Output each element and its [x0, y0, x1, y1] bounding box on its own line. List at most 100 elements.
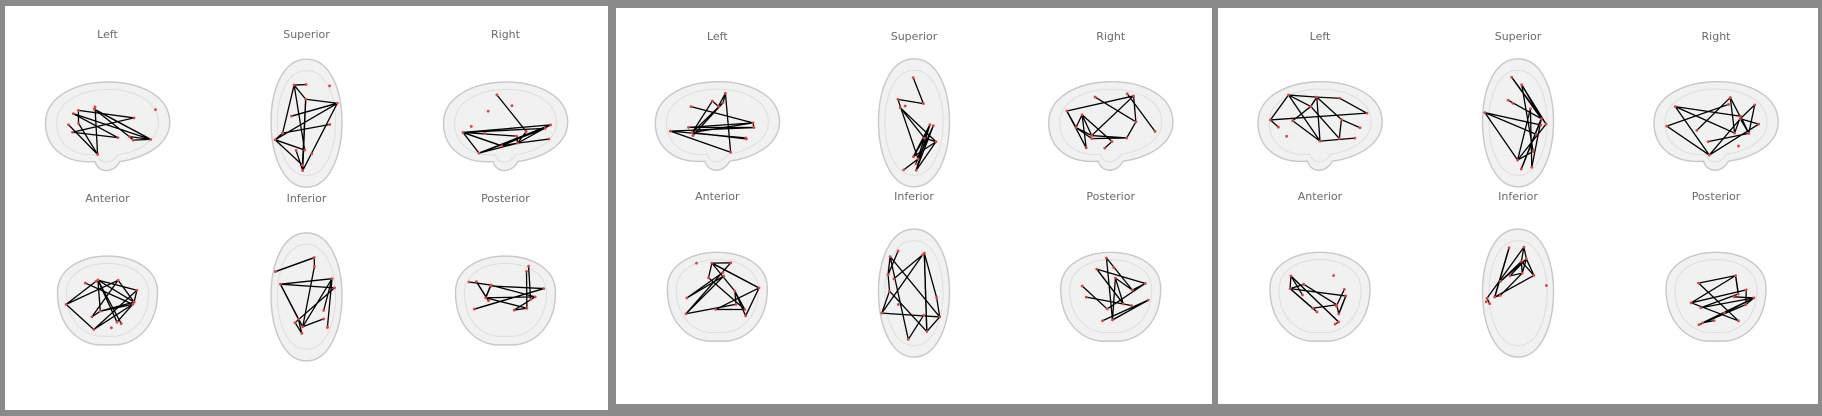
connectivity-edge — [715, 287, 760, 311]
connectivity-edge — [1740, 118, 1759, 125]
region-node — [516, 141, 519, 145]
connectivity-edge — [899, 107, 926, 139]
connectivity-edge — [724, 93, 732, 153]
region-node — [729, 150, 733, 154]
region-node — [1737, 144, 1740, 148]
connectivity-edge — [73, 113, 119, 139]
brain-inner-contour — [276, 70, 337, 177]
region-node — [1340, 118, 1343, 121]
region-node — [695, 261, 698, 265]
region-node — [301, 163, 304, 167]
region-node — [687, 125, 690, 129]
connectivity-edge — [889, 256, 909, 340]
region-node — [1358, 126, 1362, 130]
connectivity-edge — [1132, 95, 1137, 122]
region-node — [724, 91, 727, 95]
region-node — [1302, 282, 1306, 286]
connectivity-edge — [1292, 120, 1321, 142]
connectivity-edge — [1316, 96, 1340, 99]
connectivity-edge — [97, 279, 138, 291]
region-node — [757, 286, 761, 290]
region-node — [1344, 294, 1348, 298]
region-node — [1353, 136, 1357, 140]
region-node — [710, 261, 714, 265]
region-node — [1695, 128, 1699, 132]
region-node — [1112, 266, 1116, 269]
connectivity-edge — [1091, 137, 1127, 140]
connectivity-edge — [1511, 76, 1542, 120]
connectivity-edge — [1698, 274, 1736, 284]
connectivity-edge — [302, 318, 324, 328]
view-title-superior: Superior — [1494, 29, 1542, 43]
region-node — [880, 311, 884, 315]
connectivity-edge — [685, 303, 737, 315]
region-node — [1744, 288, 1748, 292]
region-node — [1707, 153, 1711, 157]
region-node — [1665, 124, 1669, 128]
brain-views-canvas — [654, 58, 1174, 358]
connectivity-edge — [72, 117, 135, 133]
connectivity-edge — [1520, 247, 1525, 262]
region-node — [1544, 122, 1548, 126]
region-node — [483, 131, 487, 135]
connectivity-edge — [1734, 275, 1739, 295]
view-title-inferior: Inferior — [1498, 190, 1538, 204]
panel-1: Left Superior Right Anterior Inferior Posteri… — [0, 0, 612, 416]
region-node — [938, 315, 942, 319]
brain-left-glyph — [44, 81, 171, 172]
brain-surface — [270, 232, 343, 362]
connectivity-edge — [94, 106, 99, 155]
region-node — [1539, 123, 1543, 127]
region-node — [131, 138, 135, 142]
brain-surface — [44, 81, 171, 172]
connectivity-edge — [1675, 105, 1741, 117]
connectivity-edge — [1531, 118, 1542, 168]
connectivity-edge — [1674, 106, 1710, 156]
region-node — [484, 296, 488, 300]
region-node — [1338, 96, 1341, 100]
figure-sheet: Left Superior Right Anterior Inferior Posteri… — [1218, 8, 1818, 404]
region-node — [1484, 300, 1488, 304]
region-node — [1499, 294, 1502, 297]
region-node — [297, 317, 300, 321]
region-node — [477, 151, 481, 155]
region-node — [90, 315, 94, 319]
brain-surface — [1481, 58, 1555, 188]
connectivity-edge — [1288, 94, 1317, 98]
connectivity-edge — [1112, 299, 1149, 321]
region-node — [710, 99, 714, 103]
connectivity-edge — [517, 138, 549, 144]
connectivity-edge — [707, 262, 713, 278]
connectivity-edge — [1509, 272, 1523, 277]
connectivity-edge — [1499, 272, 1523, 296]
region-node — [1519, 167, 1523, 171]
connectivity-edge — [501, 124, 551, 147]
connectivity-edge — [1708, 123, 1760, 156]
region-node — [1520, 271, 1524, 275]
connectivity-edge — [1310, 106, 1340, 139]
region-node — [1712, 319, 1716, 323]
region-node — [149, 137, 153, 141]
brain-inferior-glyph — [270, 232, 343, 362]
region-node — [1531, 150, 1535, 153]
region-node — [67, 123, 70, 127]
connectivity-edge — [1289, 288, 1314, 309]
connectivity-edge — [1126, 93, 1156, 132]
connectivity-edge — [1335, 289, 1345, 307]
region-node — [721, 271, 725, 274]
region-node — [1737, 319, 1740, 323]
view-title-inferior: Inferior — [286, 191, 327, 205]
connectivity-edge — [1316, 97, 1321, 142]
region-node — [1337, 312, 1341, 316]
region-node — [1529, 107, 1532, 111]
connectivity-edge — [897, 98, 924, 105]
brain-superior-glyph — [1481, 58, 1555, 188]
connectivity-edge — [68, 124, 99, 155]
region-node — [98, 309, 102, 313]
brain-surface — [270, 58, 343, 188]
brain-inner-contour — [1488, 69, 1548, 176]
region-node — [914, 162, 918, 166]
brain-anterior-glyph — [1269, 251, 1371, 342]
region-node — [722, 274, 726, 278]
connectivity-edge — [1105, 257, 1133, 291]
